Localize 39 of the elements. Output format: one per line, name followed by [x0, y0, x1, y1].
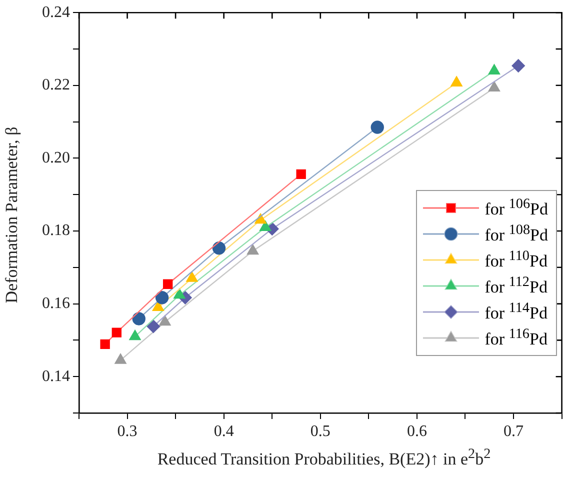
- point: [112, 328, 122, 338]
- point: [247, 244, 259, 255]
- point: [488, 81, 500, 92]
- x-axis-title: Reduced Transition Probabilities, B(E2)↑ in e$^{2}$b$^{2}$: [156, 446, 492, 470]
- point: [450, 76, 462, 86]
- legend-label: for $^{108}$Pd: [484, 222, 548, 246]
- point: [212, 242, 226, 255]
- x-tick-label: 0.5: [310, 422, 330, 440]
- legend-label: for $^{110}$Pd: [484, 248, 548, 272]
- legend-label: for $^{116}$Pd: [484, 326, 548, 350]
- point: [114, 354, 126, 364]
- point: [129, 330, 141, 340]
- point: [186, 272, 198, 282]
- point: [296, 169, 306, 180]
- legend-label: for $^{112}$Pd: [484, 274, 548, 298]
- y-tick-label: 0.20: [42, 149, 70, 166]
- y-tick-label: 0.18: [42, 222, 70, 240]
- point: [174, 288, 186, 299]
- point: [155, 291, 169, 304]
- y-tick-label: 0.22: [42, 76, 70, 94]
- y-tick-label: 0.24: [42, 4, 70, 21]
- point: [260, 220, 272, 231]
- y-axis-title: Deformation Parameter, β: [2, 126, 22, 304]
- point: [132, 312, 146, 326]
- legend-label: for $^{106}$Pd: [484, 196, 548, 220]
- legend-label: for $^{114}$Pd: [484, 300, 548, 324]
- y-tick-label: 0.14: [42, 368, 70, 385]
- point: [100, 339, 110, 350]
- point: [512, 59, 525, 72]
- point: [162, 279, 173, 289]
- y-tick-label: 0.16: [42, 295, 70, 312]
- x-tick-label: 0.6: [406, 422, 427, 440]
- point: [146, 320, 160, 333]
- x-tick-label: 0.7: [504, 422, 524, 440]
- point: [370, 120, 384, 134]
- x-tick-label: 0.4: [214, 422, 234, 440]
- point: [488, 64, 500, 74]
- point: [159, 315, 171, 326]
- x-tick-label: 0.3: [117, 422, 138, 440]
